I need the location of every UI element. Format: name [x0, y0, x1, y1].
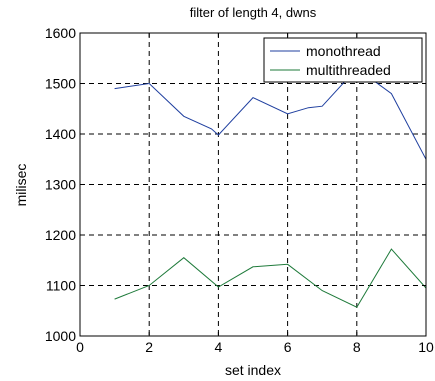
- x-axis-label: set index: [225, 362, 281, 378]
- series-line-multithreaded: [114, 248, 426, 308]
- x-tick-label: 10: [418, 339, 434, 355]
- y-tick-label: 1300: [45, 177, 76, 193]
- y-tick-label: 1000: [45, 328, 76, 344]
- y-tick-label: 1200: [45, 227, 76, 243]
- y-tick-label: 1600: [45, 25, 76, 41]
- x-tick-label: 0: [76, 339, 84, 355]
- legend-box: [263, 37, 423, 83]
- chart-title: filter of length 4, dwns: [190, 5, 317, 20]
- ticks: 0 2 4 6 8 10 1000 1100 1200 1300 1400 1500 1600: [45, 25, 434, 355]
- legend-label-monothread: monothread: [306, 43, 381, 59]
- y-tick-label: 1100: [46, 278, 76, 294]
- y-tick-label: 1500: [45, 76, 76, 92]
- x-tick-label: 8: [353, 339, 361, 355]
- x-tick-label: 4: [215, 339, 223, 355]
- y-axis-label: milisec: [13, 164, 29, 207]
- x-tick-label: 2: [145, 339, 153, 355]
- legend: monothread multithreaded: [263, 37, 423, 83]
- y-tick-label: 1400: [45, 126, 76, 142]
- x-tick-label: 6: [284, 339, 292, 355]
- legend-label-multithreaded: multithreaded: [306, 62, 391, 78]
